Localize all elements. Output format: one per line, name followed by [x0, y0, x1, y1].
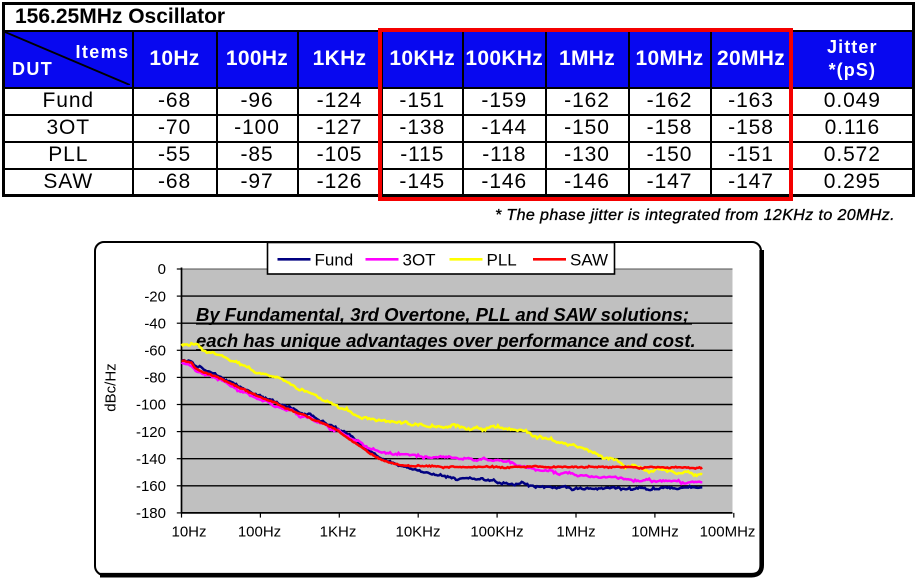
svg-text:dBc/Hz: dBc/Hz — [103, 363, 120, 411]
svg-text:3OT: 3OT — [403, 250, 436, 269]
svg-text:By Fundamental, 3rd Overtone,: By Fundamental, 3rd Overtone, PLL and SA… — [196, 304, 689, 325]
svg-text:10Hz: 10Hz — [171, 524, 206, 541]
svg-text:100KHz: 100KHz — [470, 524, 523, 541]
svg-text:SAW: SAW — [570, 250, 608, 269]
svg-text:0: 0 — [158, 261, 166, 278]
svg-text:-120: -120 — [136, 424, 166, 441]
svg-text:-140: -140 — [136, 451, 166, 468]
svg-text:PLL: PLL — [487, 250, 517, 269]
svg-text:-20: -20 — [144, 288, 166, 305]
svg-text:100MHz: 100MHz — [700, 524, 756, 541]
svg-text:-80: -80 — [144, 370, 166, 387]
svg-text:10MHz: 10MHz — [631, 524, 679, 541]
svg-text:1MHz: 1MHz — [556, 524, 595, 541]
svg-text:100Hz: 100Hz — [238, 524, 281, 541]
svg-text:1KHz: 1KHz — [320, 524, 357, 541]
svg-text:each has unique advantages ove: each has unique advantages over performa… — [196, 330, 696, 351]
svg-text:-180: -180 — [136, 505, 166, 522]
svg-text:Fund: Fund — [315, 250, 354, 269]
svg-text:10KHz: 10KHz — [395, 524, 440, 541]
svg-text:-40: -40 — [144, 315, 166, 332]
svg-text:-60: -60 — [144, 343, 166, 360]
svg-text:-100: -100 — [136, 397, 166, 414]
svg-text:-160: -160 — [136, 478, 166, 495]
